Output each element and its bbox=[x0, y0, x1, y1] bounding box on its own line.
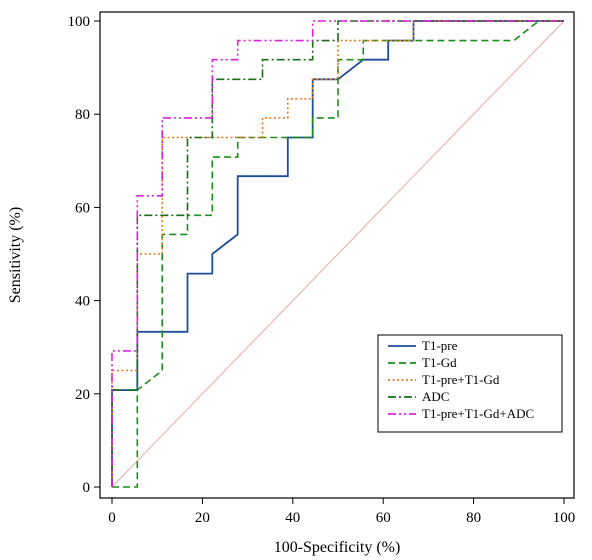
series-line-t1-pre-t1-gd-adc bbox=[111, 20, 564, 487]
x-tick-label: 0 bbox=[108, 510, 116, 526]
x-tick-label: 20 bbox=[195, 510, 210, 526]
reference-diagonal-line bbox=[111, 20, 565, 488]
x-axis-title: 100-Specificity (%) bbox=[274, 539, 401, 556]
x-axis: 0 20 40 60 80 100 bbox=[108, 498, 575, 526]
plot-frame bbox=[99, 11, 575, 499]
legend-label: ADC bbox=[422, 389, 449, 404]
y-axis-title: Sensitivity (%) bbox=[7, 207, 24, 303]
legend-label: T1-pre bbox=[422, 338, 458, 353]
y-tick-label: 0 bbox=[83, 480, 91, 496]
y-tick-label: 100 bbox=[68, 14, 91, 30]
x-tick-label: 100 bbox=[553, 510, 576, 526]
series-line-t1-gd bbox=[112, 20, 564, 488]
legend: T1-pre T1-Gd T1-pre+T1-Gd ADC T1-pre+T1-Gd+A… bbox=[377, 334, 563, 433]
y-tick-label: 80 bbox=[75, 107, 90, 123]
legend-label: T1-pre+T1-Gd+ADC bbox=[422, 406, 534, 421]
x-tick-label: 60 bbox=[376, 510, 391, 526]
legend-box bbox=[377, 334, 563, 433]
x-tick-label: 80 bbox=[466, 510, 481, 526]
y-tick-label: 20 bbox=[75, 387, 90, 403]
y-axis: 0 20 40 60 80 100 bbox=[68, 14, 100, 496]
y-tick-label: 40 bbox=[75, 294, 90, 310]
y-tick-label: 60 bbox=[75, 200, 90, 216]
legend-label: T1-Gd bbox=[422, 355, 457, 370]
series-layer bbox=[111, 20, 564, 488]
x-tick-label: 40 bbox=[285, 510, 300, 526]
series-line-t1-pre bbox=[111, 20, 564, 487]
legend-label: T1-pre+T1-Gd bbox=[422, 372, 500, 387]
reference-diagonal-layer bbox=[111, 20, 565, 488]
